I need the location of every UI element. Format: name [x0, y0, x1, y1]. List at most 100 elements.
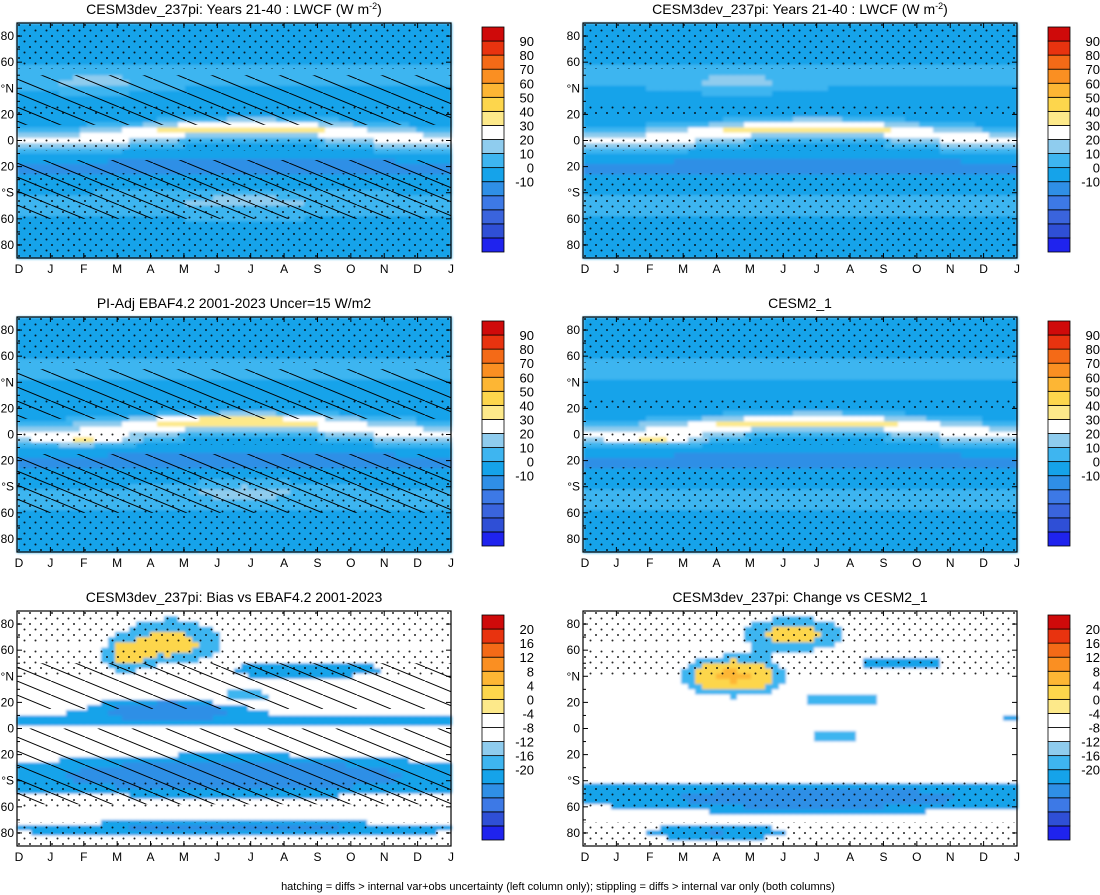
field-cell — [716, 158, 724, 165]
field-cell — [395, 127, 403, 134]
field-cell — [828, 75, 836, 82]
stipple-band — [17, 23, 451, 69]
field-cell — [199, 127, 207, 134]
field-cell — [618, 96, 626, 103]
field-cell — [723, 153, 731, 160]
field-cell — [611, 96, 619, 103]
field-cell — [52, 148, 60, 155]
field-cell — [702, 132, 710, 139]
x-tick-label: J — [214, 262, 220, 276]
field-cell — [807, 80, 815, 87]
field-cell — [87, 122, 95, 129]
field-cell — [667, 80, 675, 87]
field-cell — [856, 127, 864, 134]
field-cell — [982, 127, 990, 134]
field-cell — [877, 96, 885, 103]
field-cell — [136, 127, 144, 134]
field-cell — [849, 153, 857, 160]
x-tick-label: F — [80, 262, 87, 276]
field-cell — [947, 122, 955, 129]
field-cell — [975, 80, 983, 87]
field-cell — [374, 148, 382, 155]
field-cell — [625, 122, 633, 129]
field-cell — [381, 153, 389, 160]
field-cell — [38, 132, 46, 139]
field-cell — [206, 153, 214, 160]
field-cell — [856, 70, 864, 77]
field-cell — [695, 117, 703, 124]
field-cell — [716, 132, 724, 139]
field-cell — [828, 122, 836, 129]
field-cell — [157, 148, 165, 155]
field-cell — [31, 153, 39, 160]
field-cell — [828, 117, 836, 124]
field-cell — [814, 164, 822, 171]
field-cell — [17, 148, 25, 155]
field-cell — [178, 132, 186, 139]
field-cell — [814, 85, 822, 92]
field-cell — [667, 127, 675, 134]
colorbar-swatch — [481, 125, 505, 140]
field-cell — [590, 164, 598, 171]
field-cell — [660, 90, 668, 97]
field-cell — [632, 153, 640, 160]
field-cell — [136, 132, 144, 139]
field-cell — [800, 132, 808, 139]
panel-title: CESM3dev_237pi: Years 21-40 : LWCF (W m-… — [652, 1, 948, 17]
field-cell — [374, 153, 382, 160]
field-cell — [751, 70, 759, 77]
field-cell — [884, 153, 892, 160]
field-cell — [933, 80, 941, 87]
field-cell — [360, 127, 368, 134]
colorbar-label: 20 — [520, 133, 534, 148]
field-cell — [863, 158, 871, 165]
field-cell — [982, 80, 990, 87]
field-cell — [297, 122, 305, 129]
field-cell — [989, 80, 997, 87]
field-cell — [255, 153, 263, 160]
field-cell — [625, 117, 633, 124]
field-cell — [646, 75, 654, 82]
field-cell — [674, 127, 682, 134]
field-cell — [311, 127, 319, 134]
field-cell — [940, 90, 948, 97]
field-cell — [905, 90, 913, 97]
field-cell — [639, 164, 647, 171]
field-cell — [786, 70, 794, 77]
field-cell — [807, 85, 815, 92]
field-cell — [849, 75, 857, 82]
field-cell — [402, 148, 410, 155]
field-cell — [723, 96, 731, 103]
field-cell — [702, 127, 710, 134]
field-cell — [115, 132, 123, 139]
field-cell — [241, 127, 249, 134]
field-cell — [870, 70, 878, 77]
field-cell — [115, 148, 123, 155]
field-cell — [926, 90, 934, 97]
field-cell — [982, 132, 990, 139]
field-cell — [604, 122, 612, 129]
field-cell — [276, 148, 284, 155]
field-cell — [66, 132, 74, 139]
field-cell — [241, 132, 249, 139]
field-cell — [45, 153, 53, 160]
field-cell — [849, 117, 857, 124]
field-cell — [870, 122, 878, 129]
field-cell — [185, 127, 193, 134]
field-cell — [129, 70, 137, 77]
field-cell — [870, 85, 878, 92]
field-cell — [996, 122, 1004, 129]
field-cell — [143, 122, 151, 129]
field-cell — [262, 122, 270, 129]
field-cell — [164, 122, 172, 129]
field-cell — [150, 153, 158, 160]
field-cell — [625, 96, 633, 103]
field-cell — [926, 153, 934, 160]
field-cell — [38, 122, 46, 129]
field-cell — [905, 70, 913, 77]
field-cell — [758, 117, 766, 124]
field-cell — [877, 122, 885, 129]
field-cell — [933, 122, 941, 129]
field-cell — [381, 148, 389, 155]
field-cell — [304, 127, 312, 134]
